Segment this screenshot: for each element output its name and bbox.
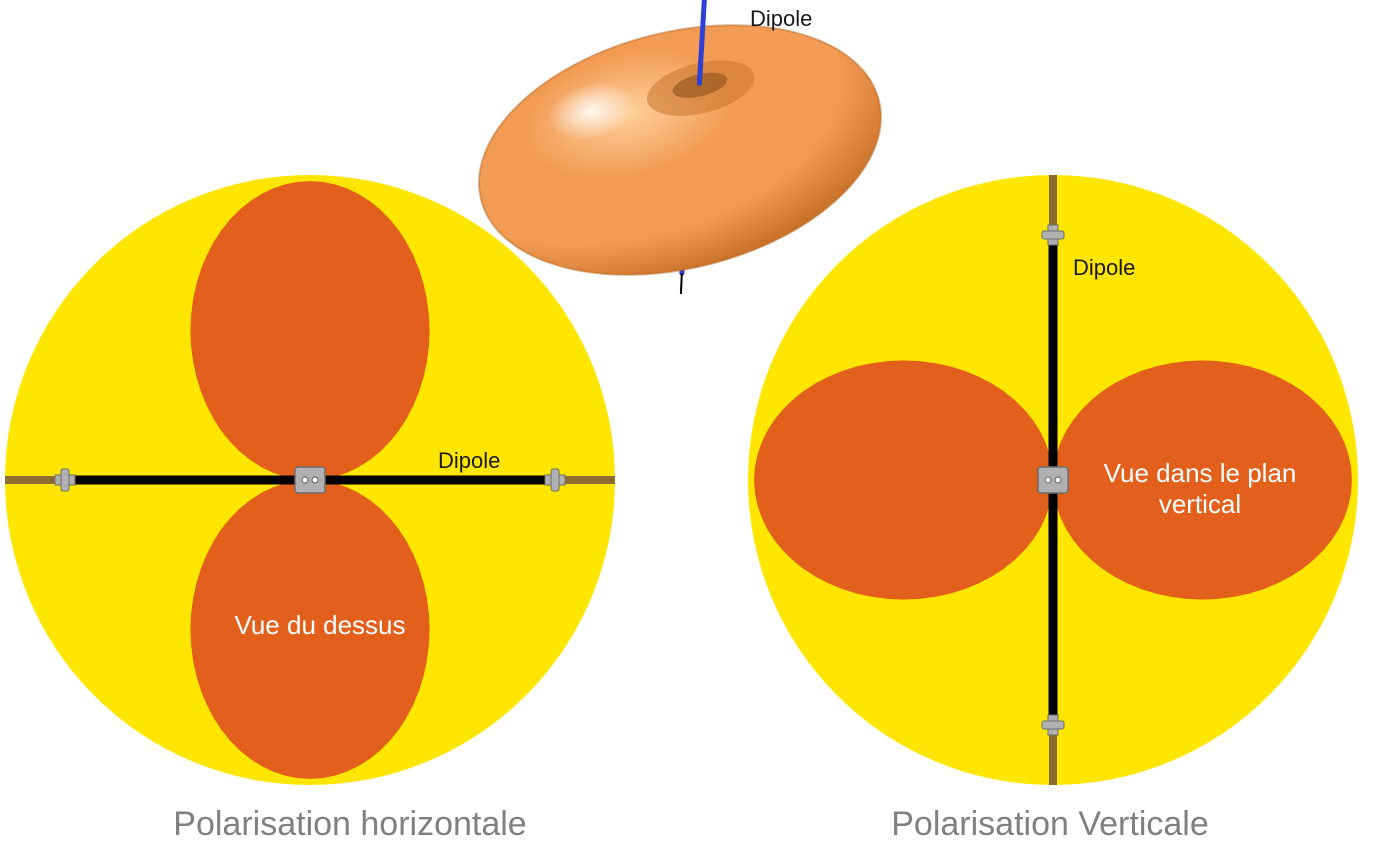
left-lobe-top (190, 181, 429, 480)
caption-horizontal: Polarisation horizontale (70, 805, 630, 844)
view-label-top: Vue du dessus (190, 610, 450, 641)
view-label-vertical-l1: Vue dans le plan (1104, 458, 1297, 488)
diagram-root: Dipole Dipole Dipole Vue du dessus Vue d… (0, 0, 1373, 857)
view-label-vertical: Vue dans le plan vertical (1080, 458, 1320, 520)
dipole-label-horizontal: Dipole (438, 448, 500, 474)
dipole-label-3d: Dipole (750, 6, 812, 32)
caption-vertical: Polarisation Verticale (770, 805, 1330, 844)
left-diagram (5, 175, 615, 785)
diagram-svg (0, 0, 1373, 857)
dipole-label-vertical: Dipole (1073, 255, 1135, 281)
right-lobe-left (754, 360, 1053, 599)
view-label-vertical-l2: vertical (1159, 489, 1241, 519)
